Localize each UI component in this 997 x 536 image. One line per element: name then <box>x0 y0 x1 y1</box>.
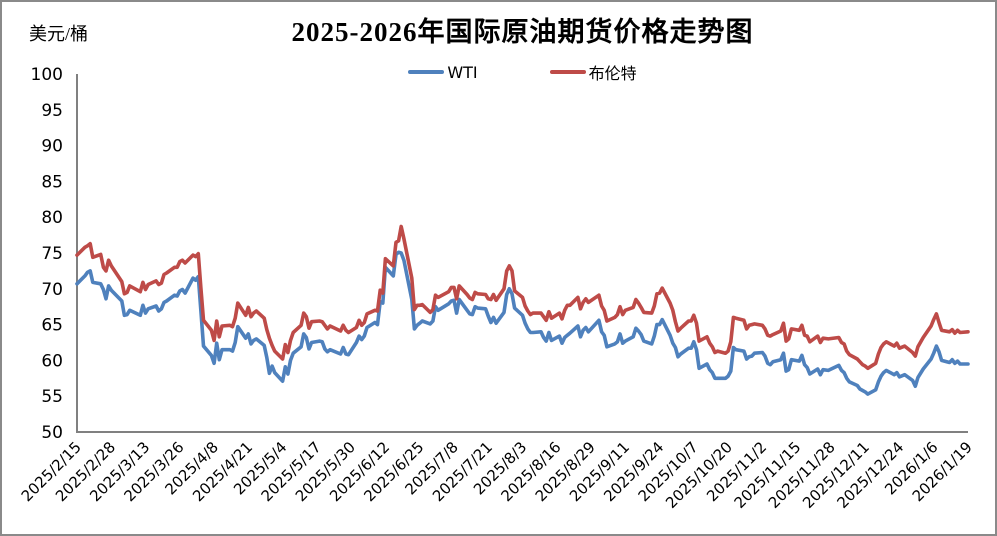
wti-line-swatch-icon <box>408 70 445 74</box>
brent-line-swatch-icon <box>549 70 586 74</box>
brent-line <box>75 224 970 371</box>
y-axis-tick-label: 100 <box>31 65 63 85</box>
y-axis-tick-label: 65 <box>41 316 63 336</box>
y-axis-tick-label: 95 <box>41 101 63 121</box>
y-axis-tick-label: 90 <box>41 137 63 157</box>
chart-legend: WTI 布伦特 <box>77 60 968 84</box>
chart-title: 2025-2026年国际原油期货价格走势图 <box>291 17 754 47</box>
y-axis-tick-label: 50 <box>41 423 63 443</box>
y-axis-tick-label: 60 <box>41 351 63 371</box>
y-axis-tick-label: 80 <box>41 208 63 228</box>
y-axis-tick-label: 70 <box>41 280 63 300</box>
y-axis-unit-label: 美元/桶 <box>29 24 89 44</box>
legend-item-wti: WTI <box>408 62 478 82</box>
legend-item-brent: 布伦特 <box>549 60 637 84</box>
legend-label-brent: 布伦特 <box>588 66 637 83</box>
axis-lines <box>76 74 968 433</box>
legend-label-wti: WTI <box>447 62 478 82</box>
wti-line <box>75 250 970 396</box>
y-axis-tick-label: 75 <box>41 244 63 264</box>
y-axis-tick-label: 55 <box>41 387 63 407</box>
y-axis-tick-label: 85 <box>41 172 63 192</box>
